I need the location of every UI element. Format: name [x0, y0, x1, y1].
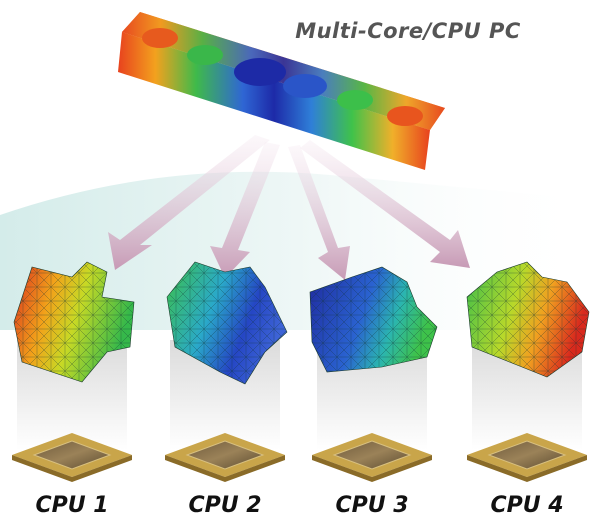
mesh-lines [310, 267, 437, 372]
mesh-partition [309, 266, 438, 373]
cpu-label: CPU 4 [490, 493, 563, 518]
chip-edge [165, 455, 285, 482]
multi-core-beam [118, 12, 445, 170]
cpu-node: CPU 3 [309, 266, 438, 518]
chip-die [487, 440, 567, 470]
cpu-chip [467, 433, 587, 482]
cpu-nodes: CPU 1 CPU 2 CPU 3 CPU 4 [12, 261, 590, 518]
cpu-chip [12, 433, 132, 482]
mesh-lines [14, 262, 134, 382]
chip-edge [312, 455, 432, 482]
cpu-label: CPU 3 [335, 493, 408, 518]
cpu-label: CPU 1 [35, 493, 108, 518]
cpu-node: CPU 1 [12, 261, 135, 518]
mesh-lines [467, 262, 589, 377]
title: Multi-Core/CPU PC [295, 19, 521, 43]
cpu-label: CPU 2 [188, 493, 261, 518]
cpu-node: CPU 4 [466, 261, 590, 518]
chip-die [32, 440, 112, 470]
mesh-partition [166, 261, 288, 385]
cpu-chip [165, 433, 285, 482]
cpu-node: CPU 2 [165, 261, 288, 518]
chip-die [185, 440, 265, 470]
mesh-partition [13, 261, 135, 383]
mesh-partition [466, 261, 590, 378]
chip-die [332, 440, 412, 470]
chip-edge [12, 455, 132, 482]
background-glow [0, 171, 595, 330]
arrows [108, 135, 470, 280]
cpu-chip [312, 433, 432, 482]
mesh-lines [167, 262, 287, 384]
chip-edge [467, 455, 587, 482]
